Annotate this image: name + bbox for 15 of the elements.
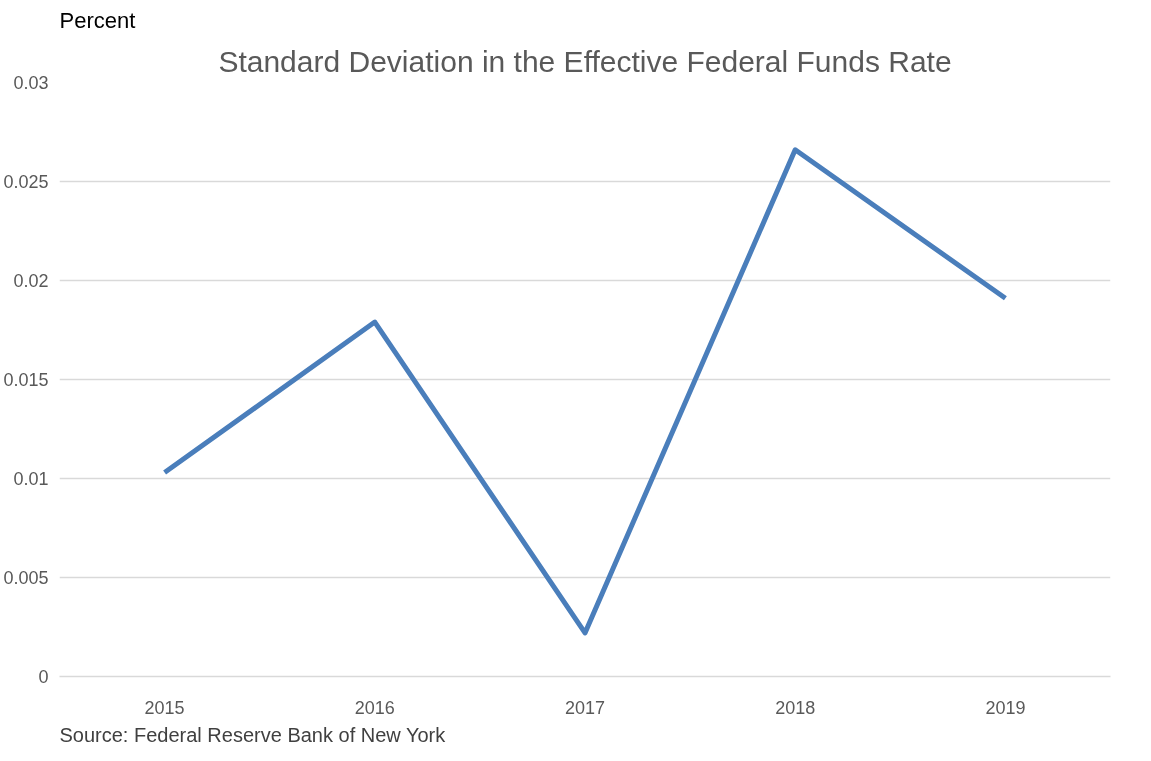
y-tick-label: 0.015	[3, 370, 49, 390]
chart-title: Standard Deviation in the Effective Federal Funds Rate	[218, 44, 952, 78]
x-tick-label: 2017	[564, 697, 606, 718]
y-tick-label: 0.02	[13, 271, 49, 291]
y-tick-label: 0	[38, 667, 49, 687]
source-note: Source: Federal Reserve Bank of New York	[59, 723, 447, 746]
x-tick-label: 2019	[985, 697, 1026, 718]
x-tick-label: 2016	[354, 697, 395, 718]
y-axis-title: Percent	[59, 7, 136, 33]
y-tick-label: 0.03	[13, 73, 49, 93]
y-tick-label: 0.005	[3, 568, 49, 588]
x-tick-label: 2018	[775, 697, 816, 718]
x-tick-label: 2015	[144, 697, 185, 718]
y-tick-label: 0.01	[13, 469, 49, 489]
y-tick-label: 0.025	[3, 172, 49, 192]
